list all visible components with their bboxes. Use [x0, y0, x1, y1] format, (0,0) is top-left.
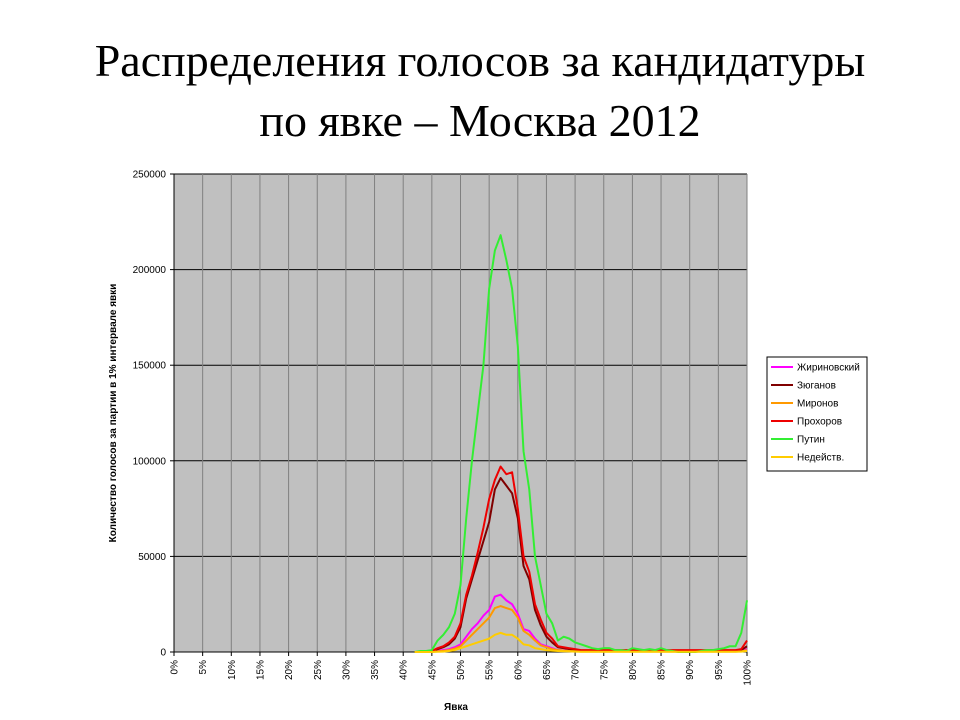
x-tick-label: 90%	[685, 660, 696, 680]
legend-label: Миронов	[797, 399, 838, 410]
series-line	[414, 465, 748, 653]
x-tick-label: 25%	[313, 660, 324, 680]
x-tick-label: 45%	[427, 660, 438, 680]
title-line: по явке – Москва 2012	[259, 95, 700, 146]
x-tick-label: 20%	[284, 660, 295, 680]
x-tick-label: 10%	[227, 660, 238, 680]
x-tick-label: 0%	[170, 660, 181, 675]
x-tick-label: 30%	[341, 660, 352, 680]
legend-label: Жириновский	[797, 363, 860, 374]
x-tick-label: 60%	[513, 660, 524, 680]
x-tick-label: 65%	[542, 660, 553, 680]
x-tick-label: 85%	[657, 660, 668, 680]
x-tick-label: 40%	[399, 660, 410, 680]
y-tick-label: 50000	[138, 552, 166, 563]
x-tick-label: 80%	[628, 660, 639, 680]
y-tick-label: 150000	[133, 361, 167, 372]
x-tick-label: 50%	[456, 660, 467, 680]
x-tick-label: 55%	[485, 660, 496, 680]
legend-label: Прохоров	[797, 417, 842, 428]
y-tick-label: 200000	[133, 265, 167, 276]
x-tick-label: 95%	[714, 660, 725, 680]
x-tick-label: 70%	[571, 660, 582, 680]
x-tick-label: 100%	[743, 660, 754, 686]
legend-box	[766, 356, 868, 472]
x-tick-label: 75%	[599, 660, 610, 680]
legend-label: Недейств.	[797, 453, 844, 464]
series-line	[414, 631, 748, 653]
y-tick-label: 0	[160, 648, 166, 659]
x-axis-label: Явка	[444, 702, 468, 713]
y-tick-label: 250000	[133, 170, 167, 181]
title-line: Распределения голосов за кандидатуры	[95, 35, 866, 86]
x-tick-label: 15%	[255, 660, 266, 680]
legend-label: Путин	[797, 435, 825, 446]
y-axis-label: Количество голосов за партии в 1% интерв…	[108, 284, 119, 543]
x-tick-label: 35%	[370, 660, 381, 680]
y-tick-label: 100000	[133, 456, 167, 467]
legend-label: Зюганов	[797, 381, 836, 392]
x-tick-label: 5%	[198, 660, 209, 675]
